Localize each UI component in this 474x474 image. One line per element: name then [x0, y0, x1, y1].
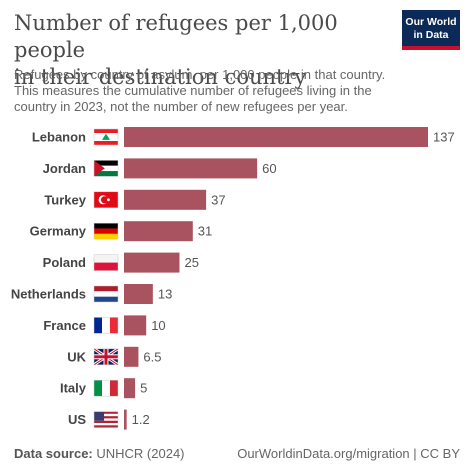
bar[interactable]: [124, 378, 136, 399]
bar[interactable]: [124, 315, 147, 336]
poland-flag-icon: [93, 254, 119, 271]
netherlands-flag-icon: [93, 285, 119, 303]
france-flag-icon: [93, 317, 119, 334]
chart-title: Number of refugees per 1,000 people in t…: [14, 10, 394, 91]
bar[interactable]: [124, 189, 207, 210]
jordan-flag-icon: [93, 160, 119, 177]
value-label: 10: [151, 318, 165, 333]
value-label: 5: [140, 381, 147, 396]
logo-accent-bar: [402, 46, 460, 50]
bar-row: Jordan 60: [43, 158, 277, 179]
category-label: Germany: [30, 224, 87, 239]
logo-line-1: Our World: [405, 16, 457, 28]
logo-line-2: in Data: [413, 29, 449, 41]
italy-flag-icon: [93, 379, 119, 397]
category-label: Italy: [60, 381, 87, 396]
category-label: Netherlands: [11, 287, 86, 302]
us-flag-icon: [93, 411, 119, 428]
bar-row: US 1.2: [68, 409, 150, 430]
bar-row: Poland 25: [43, 252, 199, 273]
bar-row: UK 6.5: [67, 346, 162, 367]
category-label: US: [68, 412, 86, 427]
footer: Data source: UNHCR (2024) OurWorldinData…: [14, 446, 460, 461]
category-label: Turkey: [44, 192, 86, 207]
chart-subtitle: Refugees by country of asylum, per 1,000…: [14, 67, 464, 115]
bar[interactable]: [124, 221, 193, 242]
germany-flag-icon: [93, 222, 119, 240]
data-source-label: Data source:: [14, 446, 93, 461]
subtitle-line-1: Refugees by country of asylum, per 1,000…: [14, 67, 386, 82]
turkey-flag-icon: [93, 191, 119, 209]
subtitle-line-3: country in 2023, not the number of new r…: [14, 99, 348, 114]
bar-row: Germany 31: [30, 221, 212, 242]
data-source-value: UNHCR (2024): [96, 446, 185, 461]
category-label: France: [43, 318, 86, 333]
value-label: 37: [211, 192, 225, 207]
category-label: Jordan: [43, 161, 86, 176]
value-label: 31: [198, 224, 212, 239]
title-line-2: in their destination country: [14, 65, 307, 89]
category-label: Lebanon: [32, 130, 86, 145]
data-source: Data source: UNHCR (2024): [14, 446, 185, 461]
value-label: 60: [262, 161, 276, 176]
bar-row: France 10: [43, 315, 166, 336]
subtitle-line-2: This measures the cumulative number of r…: [14, 83, 372, 98]
value-label: 25: [184, 255, 198, 270]
owid-logo[interactable]: Our World in Data: [402, 10, 460, 50]
value-label: 6.5: [143, 349, 161, 364]
bar-row: Lebanon 137: [32, 127, 455, 147]
bar[interactable]: [124, 158, 258, 179]
bar-row: Netherlands 13: [11, 284, 172, 304]
bar[interactable]: [124, 252, 180, 273]
bar[interactable]: [124, 284, 153, 304]
bar-row: Italy 5: [60, 378, 147, 399]
category-label: Poland: [43, 255, 86, 270]
lebanon-flag-icon: [93, 128, 119, 146]
bar[interactable]: [124, 409, 127, 430]
uk-flag-icon: [93, 347, 119, 367]
category-label: UK: [67, 349, 86, 364]
value-label: 13: [158, 287, 172, 302]
bar[interactable]: [124, 346, 139, 367]
bar-row: Turkey 37: [44, 189, 226, 210]
value-label: 1.2: [132, 412, 150, 427]
title-line-1: Number of refugees per 1,000 people: [14, 11, 338, 62]
footer-link[interactable]: OurWorldinData.org/migration | CC BY: [237, 446, 460, 461]
bar[interactable]: [124, 127, 428, 147]
value-label: 137: [433, 130, 455, 145]
